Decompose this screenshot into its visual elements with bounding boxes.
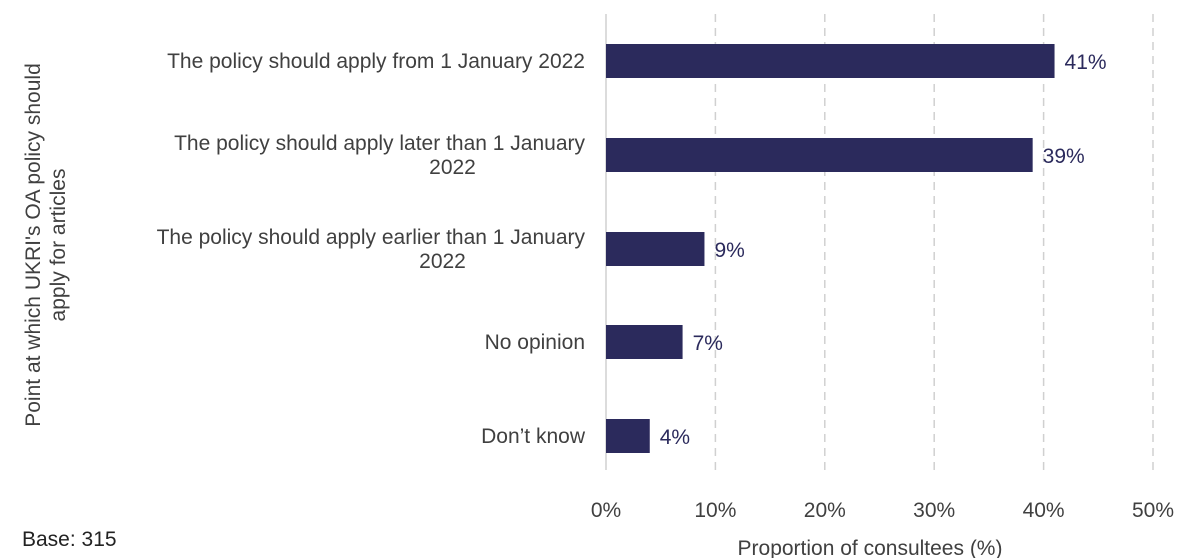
bar (606, 44, 1055, 78)
x-tick-label: 0% (591, 499, 621, 522)
gridlines (605, 14, 1154, 470)
category-label: Don’t know (481, 425, 586, 448)
y-axis-title-text: Point at which UKRI's OA policy shouldap… (22, 63, 70, 427)
category-label: The policy should apply earlier than 1 J… (157, 226, 586, 273)
x-tick-label: 40% (1023, 499, 1065, 522)
base-note: Base: 315 (22, 528, 117, 551)
data-label: 9% (714, 239, 744, 262)
bar (606, 325, 683, 359)
x-tick-label: 10% (694, 499, 736, 522)
category-label: No opinion (485, 331, 585, 354)
category-label: The policy should apply later than 1 Jan… (174, 132, 585, 179)
bar (606, 419, 650, 453)
x-tick-label: 20% (804, 499, 846, 522)
category-label-line: The policy should apply earlier than 1 J… (157, 226, 586, 249)
x-axis-title: Proportion of consultees (%) (738, 537, 1003, 558)
category-label: The policy should apply from 1 January 2… (167, 50, 585, 73)
category-labels: The policy should apply from 1 January 2… (157, 50, 586, 448)
data-label: 41% (1065, 51, 1107, 74)
x-tick-label: 50% (1132, 499, 1174, 522)
bar (606, 232, 705, 266)
category-label-line: 2022 (419, 250, 466, 273)
category-label-line: Don’t know (481, 425, 586, 448)
y-axis-title: Point at which UKRI's OA policy shouldap… (22, 63, 70, 427)
data-label: 7% (693, 332, 723, 355)
y-axis-title-line: Point at which UKRI's OA policy should (22, 63, 45, 427)
category-label-line: No opinion (485, 331, 585, 354)
x-tick-labels: 0% 10% 20% 30% 40% 50% (591, 499, 1174, 522)
data-label: 39% (1043, 145, 1085, 168)
y-axis-title-line: apply for articles (47, 169, 70, 322)
bar (606, 138, 1033, 172)
category-label-line: The policy should apply later than 1 Jan… (174, 132, 585, 155)
category-label-line: The policy should apply from 1 January 2… (167, 50, 585, 73)
bars (606, 44, 1055, 453)
data-label: 4% (660, 426, 690, 449)
category-label-line: 2022 (429, 156, 476, 179)
x-tick-label: 30% (913, 499, 955, 522)
data-labels: 41% 39% 9% 7% 4% (660, 51, 1107, 449)
